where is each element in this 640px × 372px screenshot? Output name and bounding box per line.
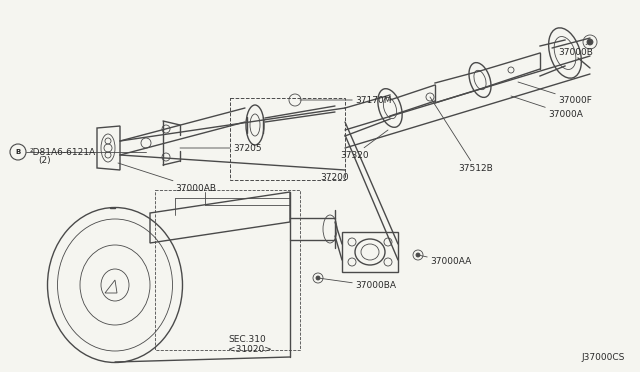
- Text: 37000B: 37000B: [558, 42, 593, 57]
- Text: 37000BA: 37000BA: [318, 278, 396, 291]
- Circle shape: [316, 276, 320, 280]
- Text: 37320: 37320: [340, 130, 388, 160]
- Text: 37512B: 37512B: [430, 97, 493, 173]
- Circle shape: [587, 39, 593, 45]
- Text: 37000AA: 37000AA: [418, 255, 471, 266]
- Text: 37000A: 37000A: [511, 96, 583, 119]
- Bar: [230, 98, 345, 180]
- Circle shape: [416, 253, 420, 257]
- Text: ²D81A6-6121A: ²D81A6-6121A: [30, 148, 96, 157]
- Text: SEC.310: SEC.310: [228, 336, 266, 344]
- Text: 37170M: 37170M: [300, 96, 392, 105]
- Text: (2): (2): [38, 155, 51, 164]
- Text: 37200: 37200: [320, 173, 349, 182]
- Bar: [155, 190, 300, 350]
- Text: <31020>: <31020>: [228, 346, 272, 355]
- Text: B: B: [15, 149, 20, 155]
- Text: 37000F: 37000F: [518, 82, 592, 105]
- Text: 37205: 37205: [180, 144, 262, 153]
- Text: J37000CS: J37000CS: [582, 353, 625, 362]
- Text: 37000AB: 37000AB: [118, 163, 216, 192]
